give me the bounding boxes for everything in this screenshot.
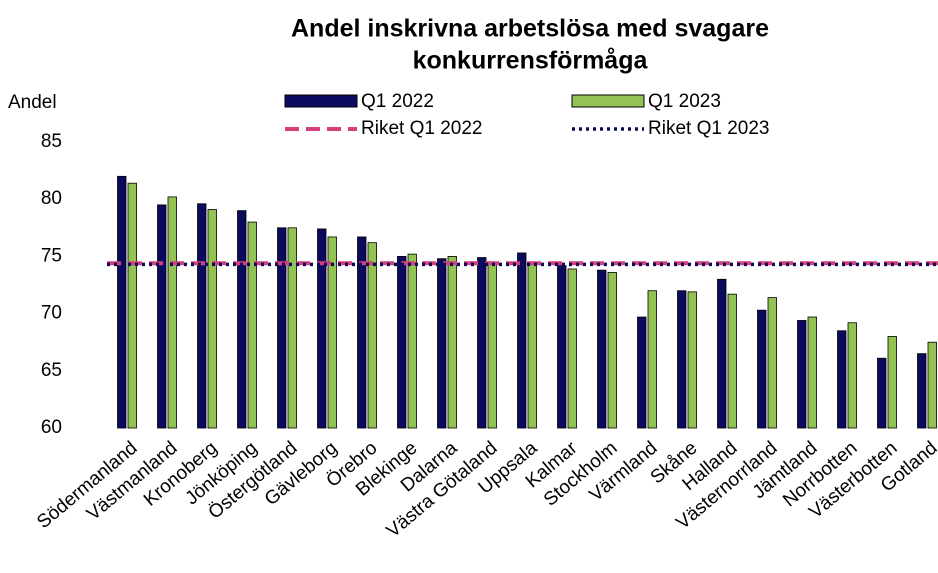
y-tick-label: 75 xyxy=(41,245,62,266)
bar xyxy=(797,320,807,429)
bar xyxy=(567,268,577,429)
y-tick-label: 70 xyxy=(41,303,62,324)
bar xyxy=(277,227,287,429)
bar xyxy=(727,293,737,429)
chart-title: Andel inskrivna arbetslösa med svagare xyxy=(291,15,769,43)
y-axis-label: Andel xyxy=(8,92,57,113)
bar xyxy=(837,330,847,429)
bar xyxy=(327,236,337,429)
bar xyxy=(647,290,657,429)
legend-label: Riket Q1 2023 xyxy=(648,118,769,139)
bar xyxy=(527,262,537,429)
legend-swatch xyxy=(284,94,358,108)
legend-label: Riket Q1 2022 xyxy=(361,118,482,139)
bar xyxy=(397,255,407,429)
legend-swatch xyxy=(571,94,645,108)
bar xyxy=(717,278,727,429)
bar xyxy=(287,227,297,429)
bar xyxy=(237,210,247,429)
bar xyxy=(687,291,697,429)
legend-label: Q1 2023 xyxy=(648,91,721,112)
bar xyxy=(407,253,417,429)
bar xyxy=(487,261,497,429)
bar xyxy=(917,353,927,429)
bar xyxy=(517,252,527,429)
bar xyxy=(877,357,887,429)
bar xyxy=(437,258,447,429)
bar xyxy=(767,297,777,429)
bar xyxy=(887,336,897,429)
y-tick-label: 60 xyxy=(41,417,62,438)
legend-label: Q1 2022 xyxy=(361,91,434,112)
bar xyxy=(207,209,217,429)
bar xyxy=(477,257,487,429)
bar xyxy=(127,182,137,429)
bar xyxy=(447,255,457,429)
bar xyxy=(357,236,367,429)
bar xyxy=(167,196,177,429)
y-tick-label: 85 xyxy=(41,131,62,152)
chart-title: konkurrensförmåga xyxy=(413,47,649,75)
bar xyxy=(927,341,937,429)
bar xyxy=(317,228,327,429)
bar xyxy=(847,322,857,429)
bar xyxy=(607,272,617,429)
bar xyxy=(807,316,817,429)
bar xyxy=(597,269,607,429)
y-tick-label: 80 xyxy=(41,188,62,209)
bar xyxy=(637,316,647,429)
bar xyxy=(197,203,207,429)
bar xyxy=(367,242,377,429)
y-tick-label: 65 xyxy=(41,360,62,381)
bar xyxy=(757,309,767,429)
bar xyxy=(117,175,127,429)
bar xyxy=(677,290,687,429)
bar xyxy=(157,204,167,429)
bar xyxy=(557,265,567,429)
bar xyxy=(247,221,257,429)
